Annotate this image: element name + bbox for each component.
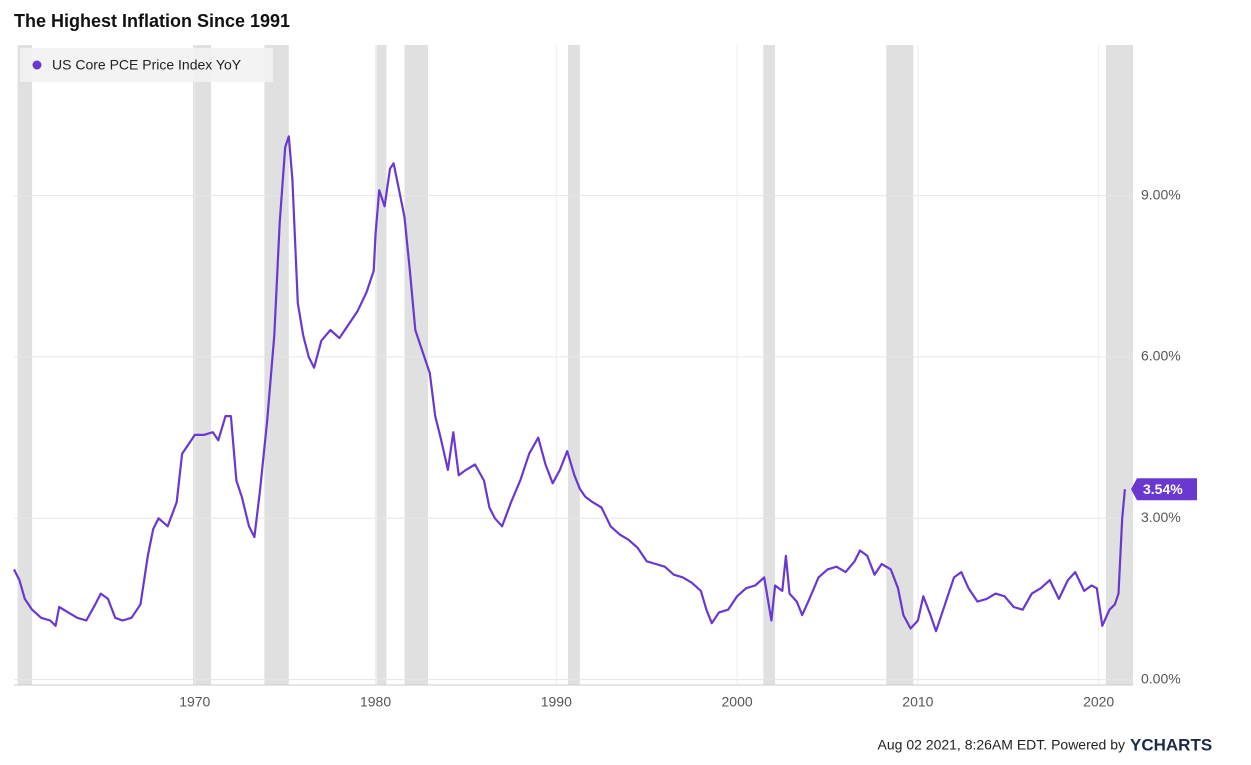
y-tick-label: 9.00% [1141,186,1181,202]
legend-marker [32,60,42,70]
x-tick-label: 2000 [722,694,753,710]
recession-band [763,45,776,685]
recession-band [192,45,212,685]
recession-band [568,45,580,685]
x-tick-label: 2020 [1083,694,1114,710]
footer: Aug 02 2021, 8:26AM EDT. Powered by [878,737,1125,753]
y-tick-label: 0.00% [1141,670,1181,686]
x-tick-label: 1970 [179,694,210,710]
legend-label: US Core PCE Price Index YoY [52,57,242,73]
value-flag [1131,478,1197,501]
x-tick-label: 1990 [541,694,572,710]
recession-band [404,45,428,685]
recession-band [886,45,914,685]
value-flag-label: 3.54% [1143,481,1183,497]
recession-band [376,45,387,685]
recession-band [17,45,33,685]
x-tick-label: 2010 [902,694,933,710]
y-tick-label: 3.00% [1141,509,1181,525]
chart-title: The Highest Inflation Since 1991 [14,11,290,31]
series-line [13,135,1126,633]
legend-box [20,48,273,82]
recession-band [264,45,289,685]
x-tick-label: 1980 [360,694,391,710]
legend: US Core PCE Price Index YoY [20,48,273,82]
brand-logo: YCHARTS [1130,735,1212,754]
y-tick-label: 6.00% [1141,348,1181,364]
